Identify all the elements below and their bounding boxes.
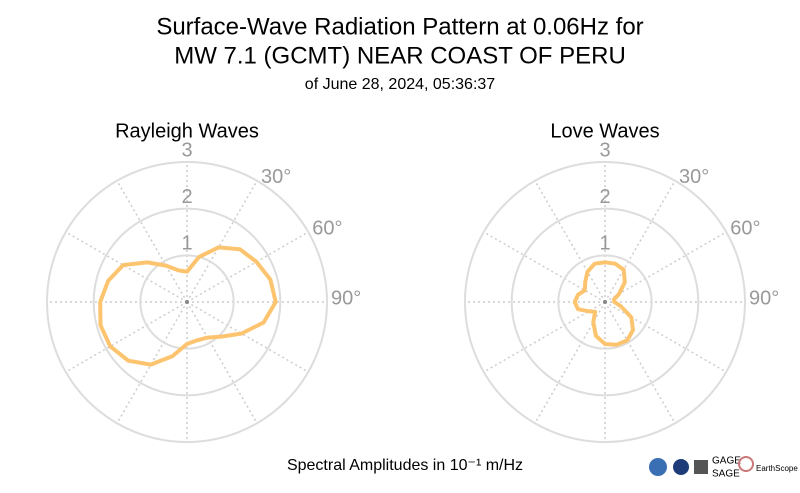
spoke	[65, 231, 188, 303]
theta-tick-label: 60°	[312, 217, 342, 239]
spoke	[534, 301, 606, 424]
ring	[92, 207, 282, 397]
r-tick-label: 1	[599, 233, 610, 255]
logo	[694, 460, 708, 474]
logos: GAGE SAGE EarthScope	[649, 456, 798, 480]
logo	[673, 459, 689, 475]
spoke	[116, 180, 188, 303]
spoke	[604, 231, 727, 303]
footnote: Spectral Amplitudes in 10⁻¹ m/Hz	[287, 457, 523, 474]
logo	[649, 458, 667, 476]
r-tick-label: 3	[599, 139, 610, 161]
theta-tick-label: 90°	[331, 287, 361, 309]
subtitle: of June 28, 2024, 05:36:37	[305, 76, 495, 93]
logo-text: SAGE	[712, 469, 740, 480]
theta-tick-label: 30°	[679, 166, 709, 188]
spoke	[483, 301, 606, 373]
center-dot	[185, 300, 189, 304]
spoke	[604, 301, 676, 424]
r-tick-label: 2	[181, 186, 192, 208]
logo	[738, 456, 754, 472]
chart-title: Love Waves	[550, 120, 659, 142]
title: MW 7.1 (GCMT) NEAR COAST OF PERU	[174, 42, 626, 69]
ring	[557, 254, 653, 350]
logo-text: GAGE	[712, 456, 741, 467]
spoke	[186, 301, 309, 373]
r-tick-label: 2	[599, 186, 610, 208]
r-tick-label: 1	[181, 233, 192, 255]
spoke	[186, 180, 258, 303]
chart-title: Rayleigh Waves	[115, 120, 259, 142]
ring	[139, 254, 235, 350]
spoke	[483, 231, 606, 303]
ring	[464, 161, 746, 443]
theta-tick-label: 30°	[261, 166, 291, 188]
r-tick-label: 3	[181, 139, 192, 161]
spoke	[604, 180, 676, 303]
title: Surface-Wave Radiation Pattern at 0.06Hz…	[156, 13, 643, 40]
pattern-line	[572, 260, 635, 347]
theta-tick-label: 60°	[730, 217, 760, 239]
ring	[46, 161, 328, 443]
ring	[510, 207, 700, 397]
spoke	[65, 301, 188, 373]
theta-tick-label: 90°	[749, 287, 779, 309]
logo-text: EarthScope	[756, 464, 798, 473]
spoke	[186, 301, 258, 424]
pattern-line	[98, 245, 278, 367]
spoke	[186, 231, 309, 303]
spoke	[604, 301, 727, 373]
spoke	[534, 180, 606, 303]
center-dot	[603, 300, 607, 304]
